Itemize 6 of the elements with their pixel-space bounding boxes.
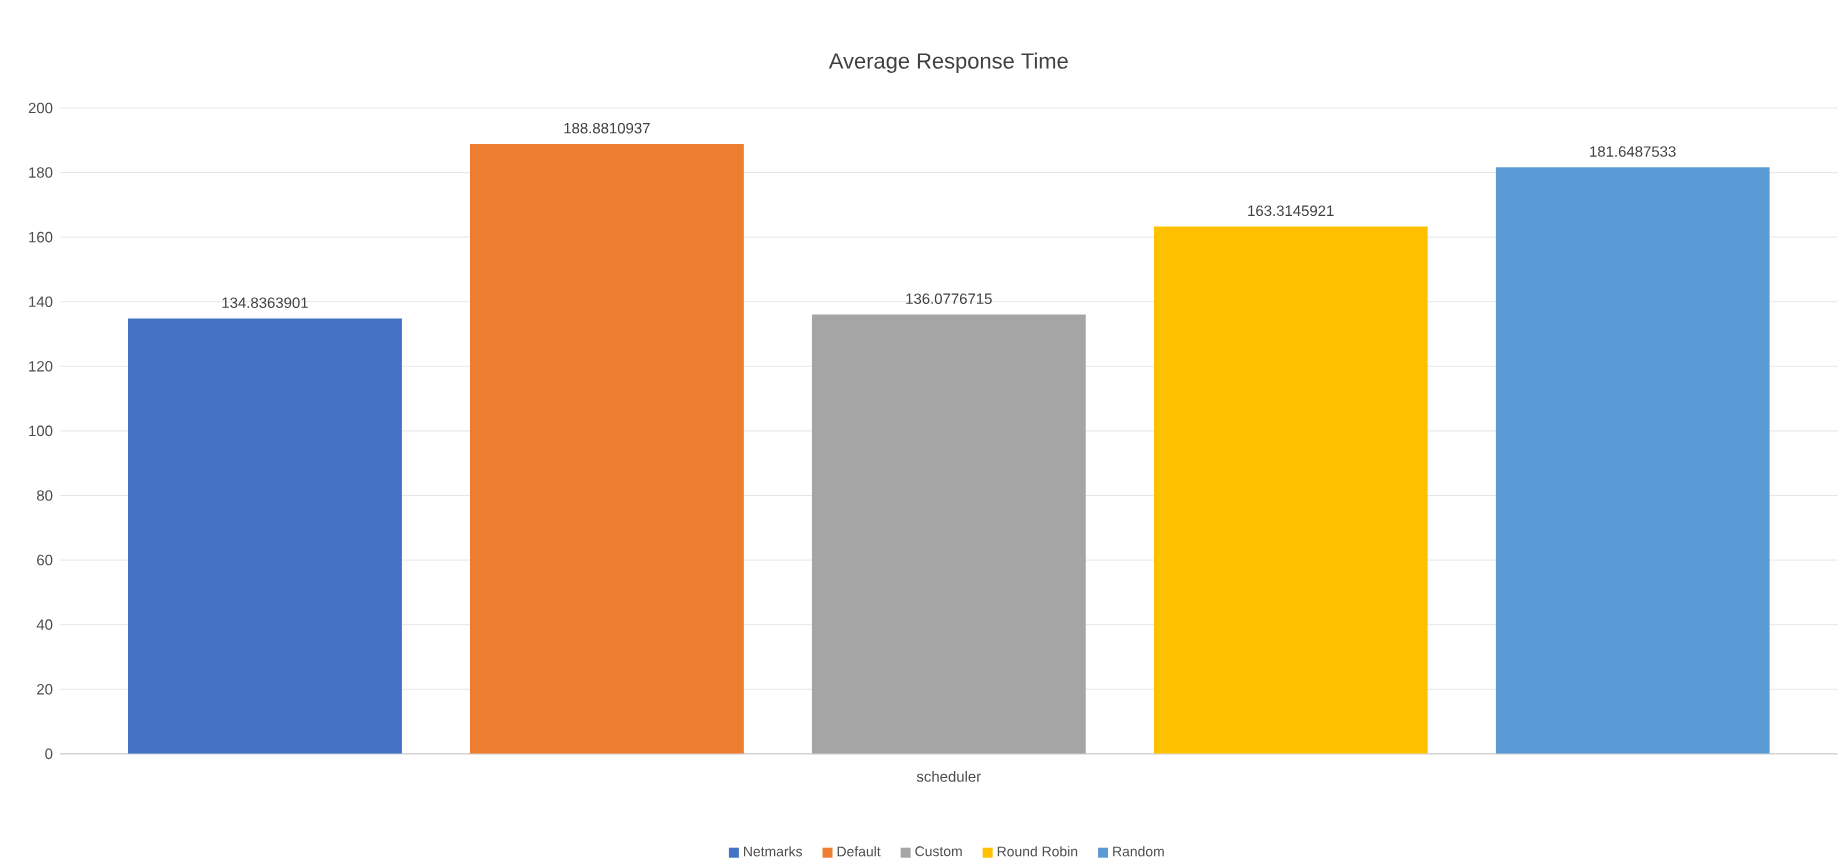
bar [1153, 226, 1428, 755]
bar [127, 318, 402, 755]
bar [1495, 167, 1770, 755]
bar [811, 314, 1086, 755]
bar [469, 144, 744, 755]
chart-title: Average Response Time [828, 52, 1068, 74]
